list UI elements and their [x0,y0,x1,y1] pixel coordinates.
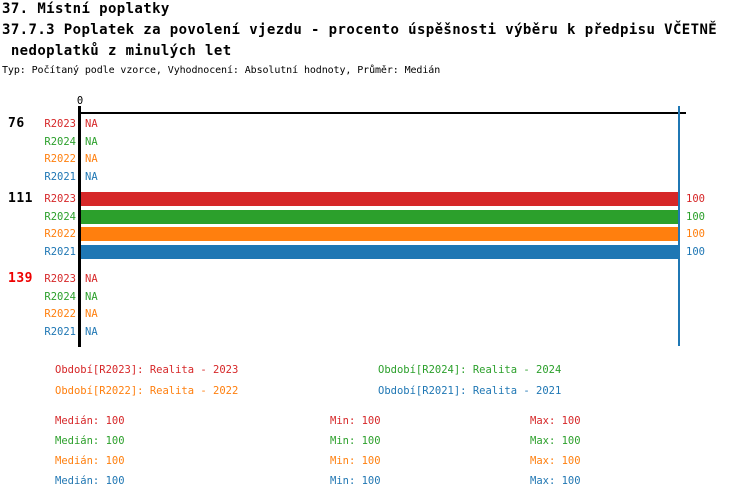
stat-max-r2024: Max: 100 [530,435,581,447]
stat-min-r2023: Min: 100 [330,415,381,427]
group-label: 76 [8,116,25,131]
stat-median-r2021: Medián: 100 [55,475,125,487]
legend-item-r2021: Období[R2021]: Realita - 2021 [378,385,562,397]
stat-median-r2022: Medián: 100 [55,455,125,467]
x-axis-line [80,112,686,114]
series-tick-label: R2023 [44,193,76,205]
series-tick-label: R2022 [44,308,76,320]
series-tick-label: R2022 [44,153,76,165]
stat-median-r2023: Medián: 100 [55,415,125,427]
chart-row: R2021 100 [0,245,750,259]
chart-row: 111 R2023 100 [0,192,750,206]
na-value-label: NA [85,118,98,130]
stat-min-r2022: Min: 100 [330,455,381,467]
group-label: 139 [8,271,33,286]
report-meta: Typ: Počítaný podle vzorce, Vyhodnocení:… [2,65,441,76]
y-axis-line [78,106,81,347]
series-tick-label: R2023 [44,273,76,285]
series-tick-label: R2022 [44,228,76,240]
na-value-label: NA [85,291,98,303]
series-tick-label: R2021 [44,326,76,338]
chart-row: R2024 NA [0,290,750,304]
series-tick-label: R2021 [44,171,76,183]
series-tick-label: R2024 [44,291,76,303]
chart-row: R2022 100 [0,227,750,241]
report-title-line2: nedoplatků z minulých let [2,43,232,59]
legend-item-r2022: Období[R2022]: Realita - 2022 [55,385,239,397]
chart-row: R2021 NA [0,325,750,339]
chart-row: R2024 100 [0,210,750,224]
x-axis-origin-tick: 0 [76,95,84,107]
bar [81,210,678,224]
chart-row: 76 R2023 NA [0,117,750,131]
bar [81,245,678,259]
na-value-label: NA [85,136,98,148]
bar-value-label: 100 [686,193,705,205]
bar-value-label: 100 [686,228,705,240]
na-value-label: NA [85,326,98,338]
bar [81,227,678,241]
bar-value-label: 100 [686,211,705,223]
report-section-title: 37. Místní poplatky [2,1,170,17]
na-value-label: NA [85,308,98,320]
stat-median-r2024: Medián: 100 [55,435,125,447]
na-value-label: NA [85,171,98,183]
na-value-label: NA [85,273,98,285]
chart-row: R2022 NA [0,152,750,166]
stat-max-r2022: Max: 100 [530,455,581,467]
bar-value-label: 100 [686,246,705,258]
series-tick-label: R2024 [44,211,76,223]
legend-item-r2023: Období[R2023]: Realita - 2023 [55,364,239,376]
chart-row: R2022 NA [0,307,750,321]
legend-item-r2024: Období[R2024]: Realita - 2024 [378,364,562,376]
chart-row: 139 R2023 NA [0,272,750,286]
stat-max-r2021: Max: 100 [530,475,581,487]
stat-max-r2023: Max: 100 [530,415,581,427]
series-tick-label: R2023 [44,118,76,130]
median-reference-line [678,106,680,346]
series-tick-label: R2024 [44,136,76,148]
group-label: 111 [8,191,33,206]
series-tick-label: R2021 [44,246,76,258]
stat-min-r2021: Min: 100 [330,475,381,487]
bar [81,192,678,206]
chart-row: R2021 NA [0,170,750,184]
chart-row: R2024 NA [0,135,750,149]
stat-min-r2024: Min: 100 [330,435,381,447]
report-title-line1: 37.7.3 Poplatek za povolení vjezdu - pro… [2,22,718,38]
na-value-label: NA [85,153,98,165]
